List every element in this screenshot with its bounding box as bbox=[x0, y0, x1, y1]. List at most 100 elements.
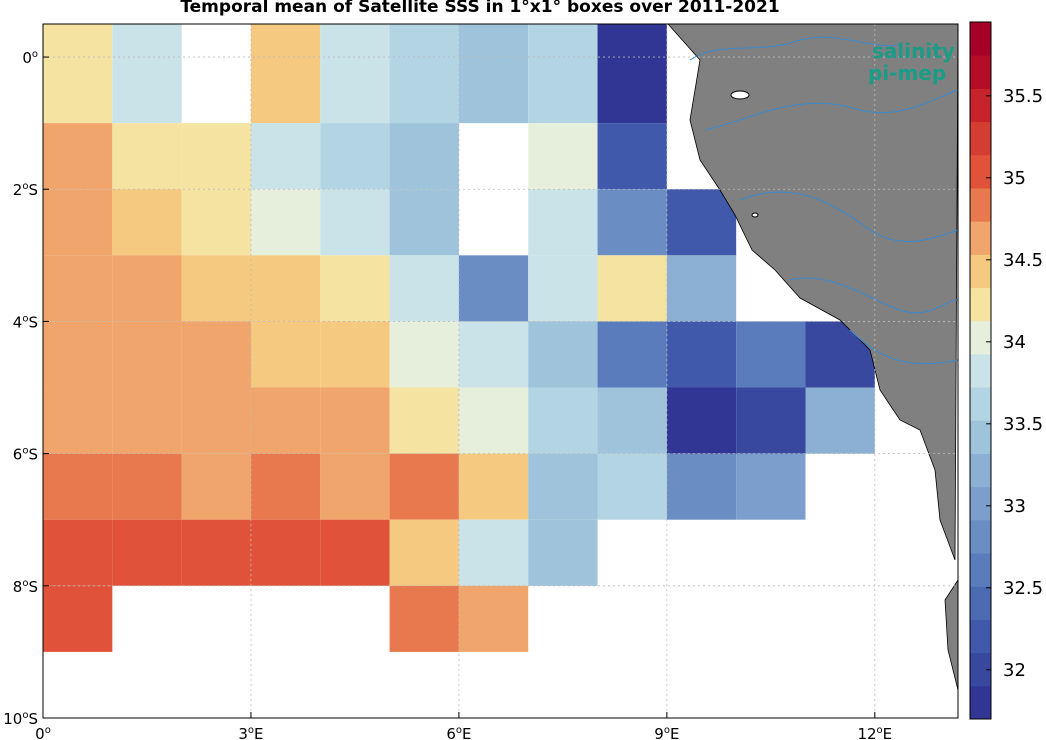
sss-cell bbox=[112, 24, 182, 124]
sss-cell bbox=[597, 24, 667, 124]
sss-cell bbox=[805, 387, 875, 454]
sss-cell bbox=[250, 387, 321, 454]
colorbar-segment bbox=[970, 486, 991, 521]
river bbox=[789, 277, 959, 314]
colorbar-segment bbox=[970, 88, 991, 123]
colorbar-segment bbox=[970, 22, 991, 56]
colorbar-tick-label: 35 bbox=[1003, 168, 1026, 189]
colorbar-frame bbox=[969, 21, 992, 720]
land-mass bbox=[667, 23, 959, 691]
colorbar-segment bbox=[970, 387, 991, 421]
sss-cell bbox=[43, 255, 113, 322]
land-mainland bbox=[667, 23, 959, 561]
sss-cell bbox=[320, 519, 390, 586]
river bbox=[739, 191, 959, 243]
sss-cell bbox=[389, 585, 459, 652]
colorbar-tick-label: 32.5 bbox=[1003, 578, 1043, 599]
sss-cell bbox=[112, 189, 182, 256]
sss-cell bbox=[320, 387, 390, 454]
sss-cell bbox=[458, 321, 529, 388]
sss-cell bbox=[43, 585, 113, 652]
colorbar-segment bbox=[970, 353, 991, 388]
x-tick-label: 12oE bbox=[857, 725, 892, 740]
sss-cell bbox=[458, 519, 529, 586]
sss-cell bbox=[389, 519, 459, 586]
sss-cell bbox=[181, 189, 251, 256]
river bbox=[689, 36, 901, 61]
sss-cell bbox=[389, 24, 459, 124]
logo-line1: salinity bbox=[872, 39, 955, 63]
sss-cell bbox=[597, 189, 667, 256]
sss-cells bbox=[43, 24, 875, 652]
sss-cell bbox=[43, 24, 113, 124]
colorbar-segment bbox=[970, 420, 991, 454]
x-tick-label: 3oE bbox=[238, 725, 263, 740]
sss-cell bbox=[181, 123, 251, 190]
sss-cell bbox=[112, 387, 182, 454]
sss-cell bbox=[389, 453, 459, 520]
sss-cell bbox=[250, 189, 321, 256]
sss-cell bbox=[597, 453, 667, 520]
sss-cell bbox=[528, 24, 598, 124]
sss-cell bbox=[666, 255, 737, 322]
sss-cell bbox=[458, 585, 529, 652]
sss-cell bbox=[250, 321, 321, 388]
sss-cell bbox=[597, 123, 667, 190]
sss-cell bbox=[320, 255, 390, 322]
sss-cell bbox=[736, 453, 806, 520]
sss-cell bbox=[181, 321, 251, 388]
lake bbox=[751, 212, 759, 218]
sss-cell bbox=[528, 453, 598, 520]
y-tick-label: 2oS bbox=[13, 181, 38, 199]
sss-cell bbox=[666, 321, 737, 388]
sss-cell bbox=[112, 123, 182, 190]
colorbar-segment bbox=[970, 553, 991, 587]
y-tick-label: 8oS bbox=[13, 578, 38, 596]
sss-cell bbox=[112, 255, 182, 322]
sss-cell bbox=[320, 24, 390, 124]
sss-cell bbox=[250, 24, 321, 124]
sss-cell bbox=[528, 189, 598, 256]
sss-cell bbox=[528, 519, 598, 586]
colorbar-segment bbox=[970, 187, 991, 222]
colorbar-segment bbox=[970, 55, 991, 89]
colorbar-tick-label: 34 bbox=[1003, 332, 1026, 353]
colorbar-segment bbox=[970, 121, 991, 156]
sss-cell bbox=[181, 387, 251, 454]
sss-cell bbox=[389, 189, 459, 256]
colorbar-segment bbox=[970, 287, 991, 322]
sss-cell bbox=[250, 453, 321, 520]
sss-cell bbox=[389, 321, 459, 388]
sss-cell bbox=[181, 519, 251, 586]
y-tick-label: 0o bbox=[22, 49, 38, 67]
colorbar-segment bbox=[970, 320, 991, 355]
colorbar-segment bbox=[970, 586, 991, 620]
river bbox=[849, 329, 959, 365]
sss-cell bbox=[250, 123, 321, 190]
y-tick-label: 4oS bbox=[13, 313, 38, 331]
sss-cell bbox=[181, 255, 251, 322]
sss-cell bbox=[43, 123, 113, 190]
colorbar-tick-label: 34.5 bbox=[1003, 250, 1043, 271]
salinity-pi-mep-logo: salinity pi-mep bbox=[868, 39, 955, 85]
grid-lines bbox=[43, 24, 958, 718]
x-axis: 0o 3oE 6oE 9oE 12oE bbox=[35, 712, 892, 740]
sss-cell bbox=[666, 387, 737, 454]
y-tick-label: 6oS bbox=[13, 446, 38, 464]
sss-cell bbox=[528, 123, 598, 190]
sss-cell bbox=[597, 321, 667, 388]
sss-cell bbox=[250, 255, 321, 322]
colorbar-tick-label: 33.5 bbox=[1003, 414, 1043, 435]
sss-cell bbox=[320, 453, 390, 520]
sss-cell bbox=[458, 453, 529, 520]
sss-cell bbox=[458, 387, 529, 454]
sss-cell bbox=[389, 123, 459, 190]
colorbar-segment bbox=[970, 652, 991, 687]
sss-cell bbox=[43, 519, 113, 586]
sss-cell bbox=[389, 387, 459, 454]
sss-cell bbox=[112, 519, 182, 586]
x-tick-label: 6oE bbox=[446, 725, 471, 740]
sss-cell bbox=[736, 321, 806, 388]
x-tick-label: 9oE bbox=[654, 725, 679, 740]
